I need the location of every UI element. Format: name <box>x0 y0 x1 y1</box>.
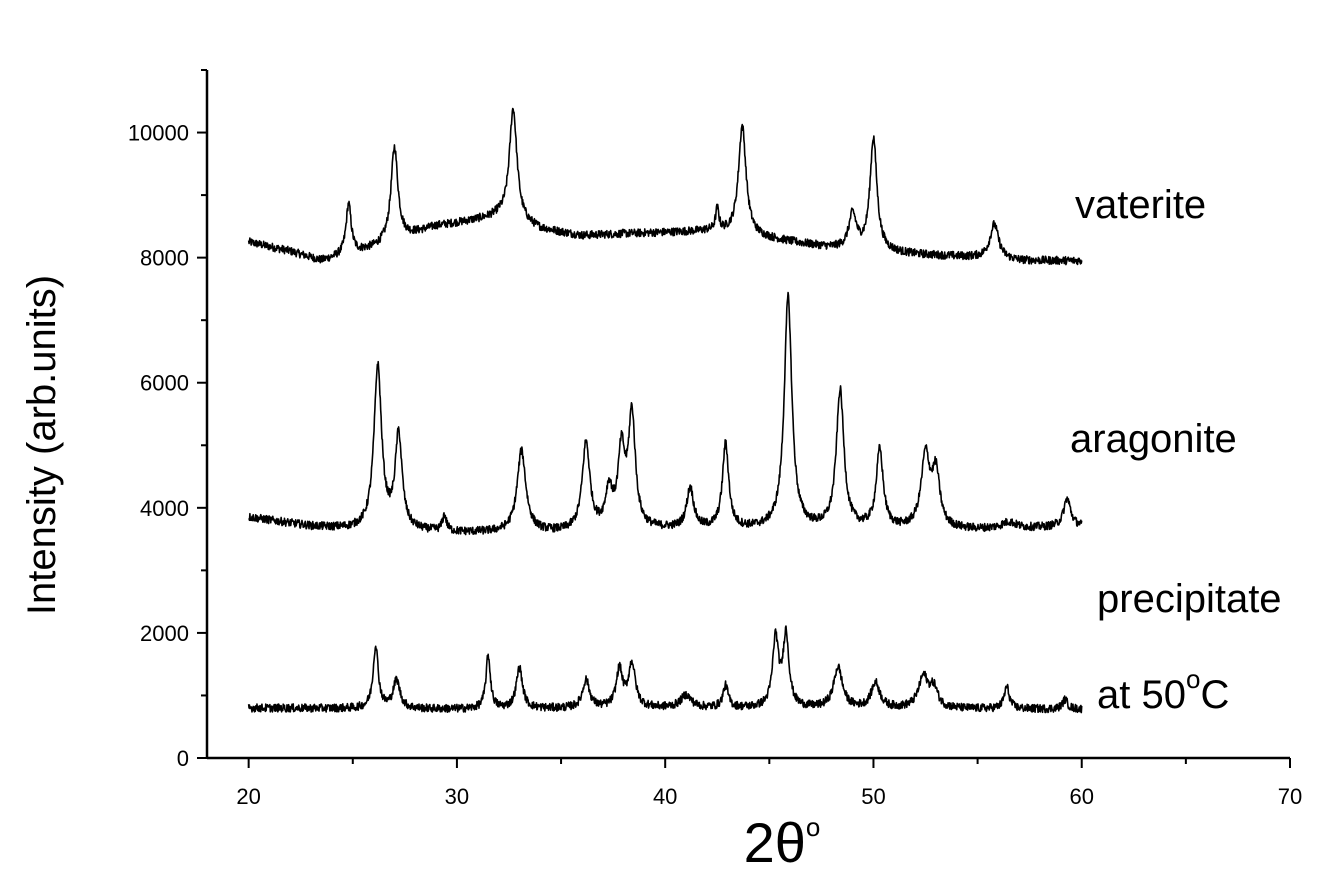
series-line-aragonite <box>248 291 1083 536</box>
series-label-precipitate-line2: at 50oC <box>1097 664 1229 717</box>
series-label-aragonite: aragonite <box>1070 417 1237 461</box>
x-tick-label: 40 <box>653 784 677 809</box>
x-axis-title: 2θo <box>744 811 821 871</box>
x-tick-label: 70 <box>1278 784 1302 809</box>
y-tick-label: 2000 <box>140 621 189 646</box>
series-label-precipitate-line1: precipitate <box>1097 577 1282 621</box>
y-tick-label: 10000 <box>128 121 189 146</box>
x-tick-label: 20 <box>236 784 260 809</box>
x-tick-label: 60 <box>1069 784 1093 809</box>
series-line-vaterite <box>247 107 1083 266</box>
y-tick-label: 0 <box>177 746 189 771</box>
series-line-precipitate-at-50-c <box>247 625 1083 714</box>
y-tick-label: 6000 <box>140 371 189 396</box>
x-tick-label: 50 <box>861 784 885 809</box>
series-layer <box>247 107 1083 714</box>
x-tick-label: 30 <box>445 784 469 809</box>
y-tick-label: 4000 <box>140 496 189 521</box>
axes: 20 30 40 50 60 70 0 2000 4000 6000 8000 10000 <box>128 69 1302 809</box>
y-axis-title: Intensity (arb.units) <box>20 275 64 615</box>
y-tick-label: 8000 <box>140 246 189 271</box>
series-label-vaterite: vaterite <box>1075 183 1206 227</box>
